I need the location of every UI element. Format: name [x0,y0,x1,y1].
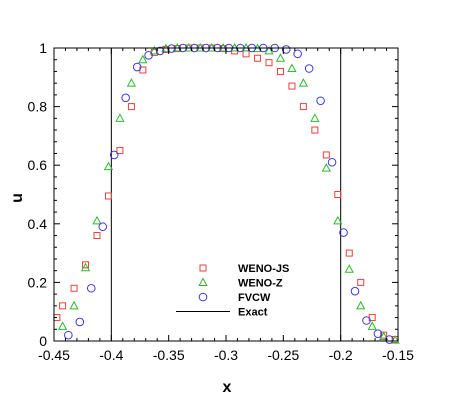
circle-point [86,283,96,293]
triangle-point [103,161,114,171]
triangle-point [321,163,331,172]
square-point [104,192,112,200]
x-tick-label: -0.4 [99,347,123,363]
circle-point [327,157,337,167]
circle-point [304,64,314,73]
axes: -0.45 -0.4 -0.35 -0.3 -0.25 -0.2 -0.15 0 0.2 0.4 0… [28,40,415,363]
triangle-point [69,300,79,310]
square-point [82,261,90,269]
square-point [242,50,250,58]
x-tick-label: -0.2 [329,347,353,363]
triangle-point [298,78,309,87]
square-point [70,284,78,292]
x-tick-label: -0.15 [382,347,414,363]
triangle-point [275,53,286,62]
square-point [299,103,307,111]
triangle-point [115,113,125,122]
x-tick-label: -0.45 [38,347,70,363]
circle-point [362,316,371,325]
triangle-point [92,215,102,225]
y-tick-label: 0.6 [28,157,48,173]
circle-point [385,335,394,344]
legend-label: WENO-JS [238,263,289,275]
triangle-point [356,300,366,310]
legend-label: Exact [238,307,268,319]
circle-point [121,93,130,103]
square-point [334,191,342,198]
triangle-point [379,331,389,341]
y-tick-label: 0.4 [28,216,48,232]
triangle-point [126,78,137,87]
y-tick-label: 0.8 [28,99,48,115]
x-axis-title: x [223,379,232,396]
triangle-point [344,264,354,273]
triangle-point [264,45,274,55]
square-point [276,67,284,75]
square-point [322,151,330,159]
series-weno-js [53,44,399,344]
circle-point [109,150,119,160]
legend-label: WENO-Z [238,278,283,290]
triangle-point [333,215,343,225]
square-point [345,249,353,257]
x-tick-label: -0.25 [267,347,299,363]
square-point [116,147,124,155]
triangle-point [287,63,297,73]
triangle-point [367,321,377,330]
circle-point [98,222,108,232]
y-tick-label: 1 [39,40,47,56]
triangle-point [138,54,148,64]
square-point [265,59,273,67]
y-tick-label: 0 [39,333,47,349]
square-point [311,126,319,134]
triangle-point [57,321,68,330]
circle-point [293,49,302,59]
legend: WENO-JS WENO-Z FVCW Exact [176,263,289,319]
circle-point [144,51,153,60]
square-point [59,302,67,310]
circle-point [373,329,383,338]
x-tick-label: -0.3 [214,347,238,363]
square-point [254,54,262,62]
triangle-point [80,262,91,272]
square-point [127,103,135,111]
series-fvcw [64,43,394,344]
circle-point [339,228,348,237]
circle-point [132,62,142,72]
square-point [93,232,101,240]
legend-marker-square [199,264,207,272]
circle-point [167,44,176,53]
legend-marker-circle [198,292,208,302]
circle-point [316,96,325,106]
square-point [357,278,365,286]
circle-point [155,46,165,56]
legend-label: FVCW [238,292,271,304]
series-weno-z [57,42,400,344]
circle-point [350,286,360,296]
legend-marker-triangle [198,277,208,286]
triangle-point [310,113,320,122]
x-tick-label: -0.35 [153,347,185,363]
circle-point [64,330,73,340]
marker-layer [53,42,400,344]
y-tick-label: 0.2 [28,274,48,290]
square-point [288,82,296,90]
circle-point [75,317,85,327]
y-axis-title: u [9,193,26,203]
circle-point [281,45,291,54]
